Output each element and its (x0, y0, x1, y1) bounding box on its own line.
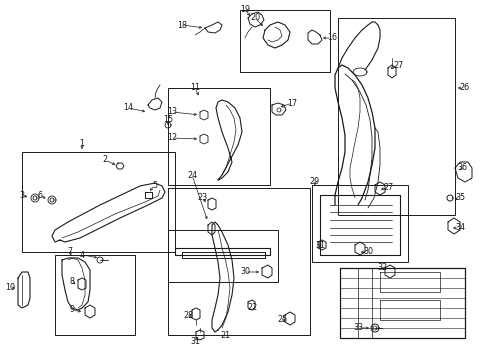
Text: 14: 14 (123, 104, 133, 112)
Text: 4: 4 (80, 251, 84, 260)
Text: 19: 19 (240, 5, 249, 14)
Text: 17: 17 (286, 99, 296, 108)
Bar (22, 152, 175, 252)
Text: 11: 11 (190, 84, 200, 93)
Bar (55, 255, 135, 335)
Text: 13: 13 (167, 108, 177, 117)
Text: 26: 26 (458, 84, 468, 93)
Bar (168, 230, 278, 282)
Text: 5: 5 (152, 180, 157, 189)
Text: 3: 3 (20, 190, 24, 199)
Text: 31: 31 (190, 338, 200, 346)
Bar (337, 18, 454, 215)
Text: 32: 32 (376, 264, 386, 273)
Bar (311, 185, 407, 262)
Text: 10: 10 (5, 284, 15, 292)
Text: 8: 8 (69, 278, 74, 287)
Text: 36: 36 (456, 163, 466, 172)
Text: 30: 30 (240, 267, 249, 276)
Text: 34: 34 (454, 224, 464, 233)
Text: 28: 28 (183, 310, 193, 320)
Text: 12: 12 (166, 134, 177, 143)
Bar (168, 88, 269, 185)
Text: 16: 16 (326, 33, 336, 42)
Text: 9: 9 (69, 306, 74, 315)
Text: 29: 29 (309, 177, 320, 186)
Text: 27: 27 (382, 184, 392, 193)
Text: 18: 18 (177, 21, 186, 30)
Text: 6: 6 (38, 190, 42, 199)
Text: 20: 20 (249, 13, 260, 22)
Text: 33: 33 (352, 324, 362, 333)
Bar (168, 188, 309, 335)
Text: 31: 31 (314, 240, 325, 249)
Text: 24: 24 (186, 171, 197, 180)
Text: 22: 22 (246, 303, 257, 312)
Text: 23: 23 (197, 194, 206, 202)
Text: 27: 27 (392, 60, 402, 69)
Text: 21: 21 (220, 330, 229, 339)
Text: 15: 15 (163, 116, 173, 125)
Text: 35: 35 (454, 194, 464, 202)
Text: 7: 7 (67, 248, 72, 256)
Bar (240, 10, 329, 72)
Text: 25: 25 (276, 315, 286, 324)
Text: 30: 30 (362, 248, 372, 256)
Text: 1: 1 (80, 139, 84, 148)
Text: 2: 2 (102, 156, 107, 165)
